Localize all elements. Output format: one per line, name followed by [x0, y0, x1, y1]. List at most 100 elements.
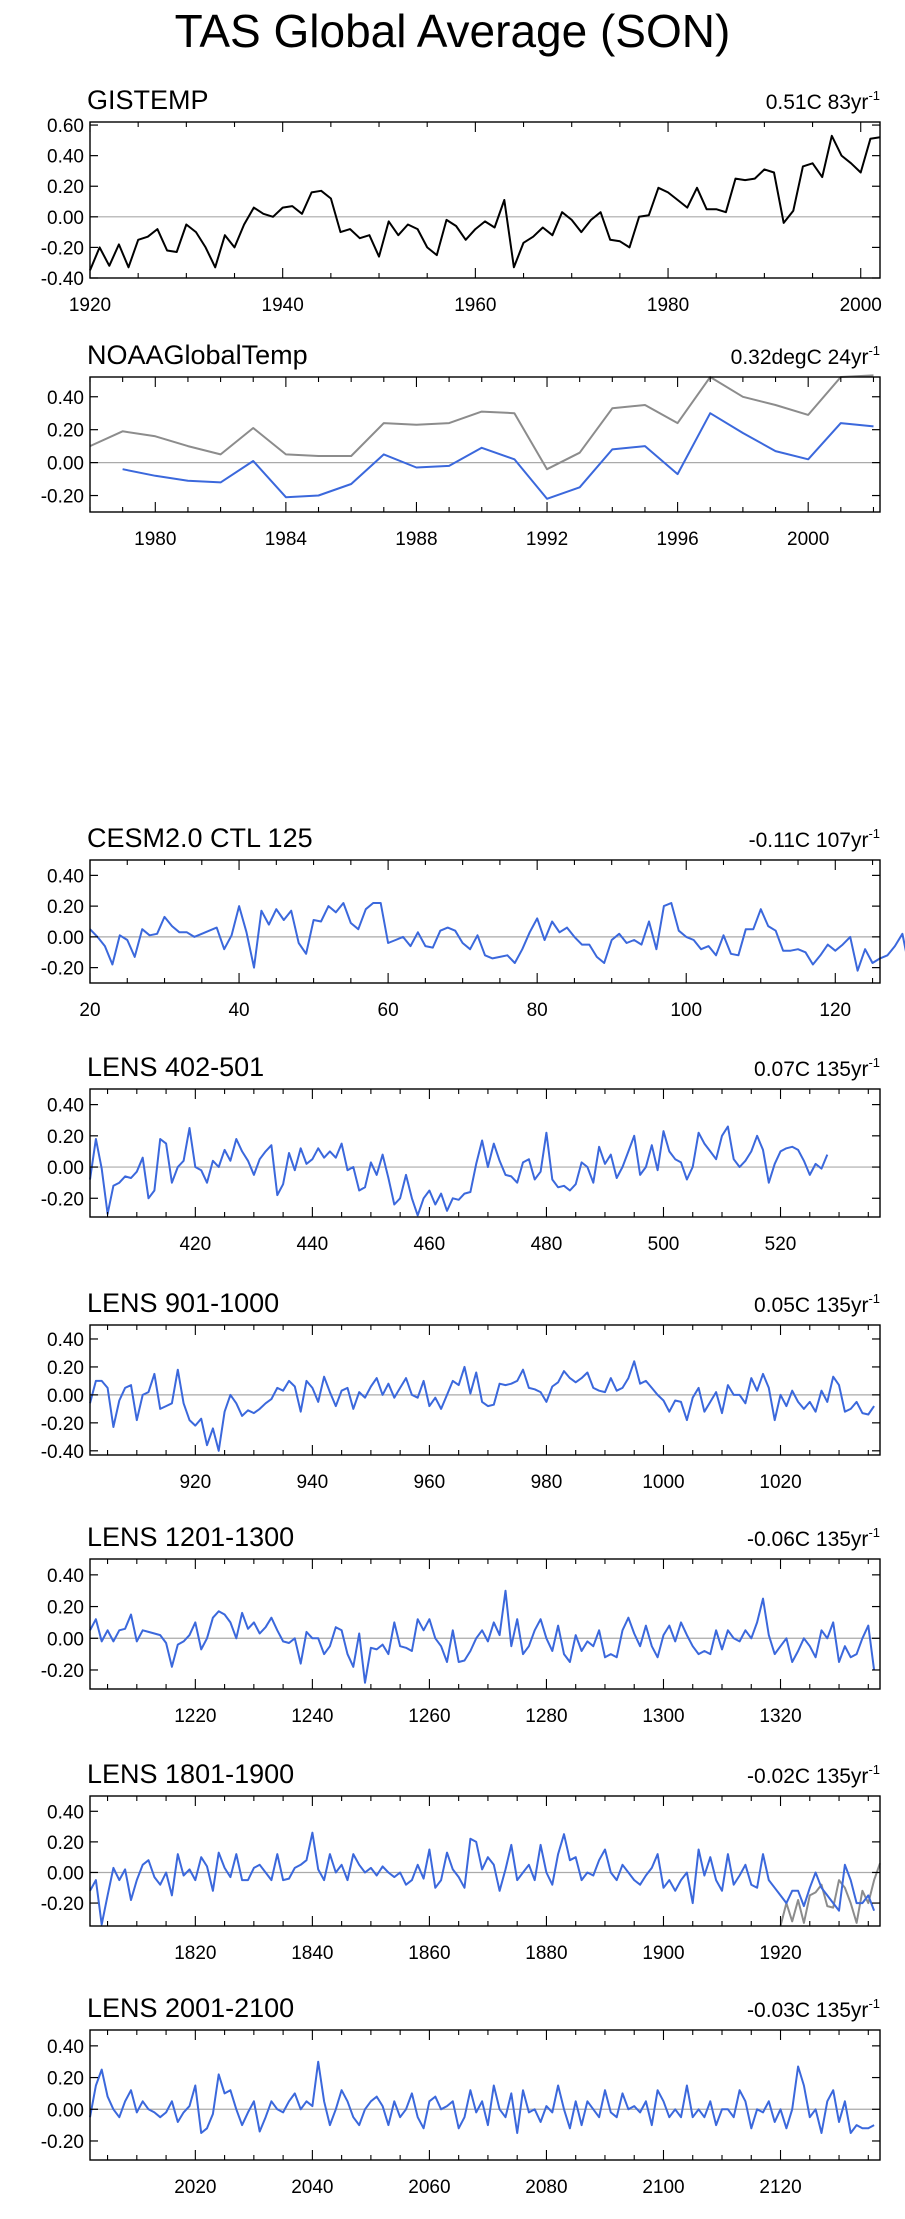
x-tick-label: 2100	[642, 2177, 684, 2198]
trend-value: 0.05C 135yr	[754, 1294, 868, 1317]
panel-title: LENS 1201-1300	[87, 1522, 294, 1552]
trend-value: -0.06C 135yr	[747, 1528, 868, 1551]
trend-exponent: -1	[868, 343, 880, 358]
x-tick-label: 120	[819, 1000, 851, 1021]
series-line-blue	[89, 1125, 829, 1217]
y-tick-label: -0.20	[41, 238, 84, 259]
y-tick-label: 0.00	[47, 1158, 84, 1179]
series-line-blue	[122, 412, 874, 500]
y-tick-label: 0.20	[47, 1833, 84, 1854]
x-tick-label: 2040	[291, 2177, 333, 2198]
x-tick-label: 1240	[291, 1706, 333, 1727]
y-tick-label: -0.20	[41, 1894, 84, 1915]
panel-title: LENS 2001-2100	[87, 1993, 294, 2023]
trend-exponent: -1	[868, 88, 880, 103]
plot-frame	[89, 1324, 881, 1456]
y-tick-label: -0.40	[41, 1442, 84, 1463]
chart-panel-2: NOAAGlobalTemp 0.32degC 24yr-1 -0.20 0.00 0.…	[41, 340, 881, 550]
y-tick-label: 0.40	[47, 1330, 84, 1351]
y-tick-label: 0.40	[47, 1802, 84, 1823]
y-tick-label: 0.00	[47, 1863, 84, 1884]
x-tick-label: 1980	[647, 295, 689, 316]
trend-value: 0.51C 83yr	[766, 91, 869, 114]
x-tick-label: 80	[527, 1000, 548, 1021]
x-tick-label: 1996	[656, 529, 698, 550]
x-tick-label: 2020	[174, 2177, 216, 2198]
trend-value: 0.32degC 24yr	[731, 346, 869, 369]
trend-exponent: -1	[868, 1996, 880, 2011]
chart-panel-4: LENS 402-501 0.07C 135yr-1 -0.20 0.00 0.20 0.…	[41, 1052, 881, 1255]
plot-frame	[89, 2029, 881, 2161]
panel-title: LENS 1801-1900	[87, 1759, 294, 1789]
series-line-blue	[89, 1831, 876, 1926]
y-tick-label: -0.20	[41, 959, 84, 980]
y-tick-label: 0.20	[47, 421, 84, 442]
x-tick-label: 1260	[408, 1706, 450, 1727]
trend-label: 0.51C 83yr-1	[766, 88, 880, 114]
x-tick-label: 1320	[759, 1706, 801, 1727]
trend-value: -0.02C 135yr	[747, 1765, 868, 1788]
figure-title: TAS Global Average (SON)	[174, 5, 731, 57]
x-tick-label: 100	[670, 1000, 702, 1021]
x-tick-label: 940	[297, 1472, 329, 1493]
trend-value: 0.07C 135yr	[754, 1058, 868, 1081]
series-line-blue	[89, 902, 905, 972]
series-line-gistemp	[89, 134, 881, 271]
x-tick-label: 1000	[642, 1472, 684, 1493]
trend-exponent: -1	[868, 1055, 880, 1070]
plot-frame	[89, 376, 881, 513]
y-tick-label: -0.20	[41, 1414, 84, 1435]
trend-exponent: -1	[868, 1762, 880, 1777]
y-tick-label: 0.40	[47, 388, 84, 409]
y-tick-label: -0.20	[41, 1661, 84, 1682]
series-line-blue	[89, 1589, 876, 1684]
x-tick-label: 1880	[525, 1943, 567, 1964]
plot-frame	[89, 1558, 881, 1690]
y-tick-label: 0.00	[47, 2100, 84, 2121]
y-tick-label: 0.40	[47, 866, 84, 887]
y-tick-label: 0.60	[47, 116, 84, 137]
x-tick-label: 60	[378, 1000, 399, 1021]
x-tick-label: 1280	[525, 1706, 567, 1727]
trend-value: -0.11C 107yr	[749, 829, 869, 852]
plot-frame	[89, 121, 881, 279]
y-tick-label: 0.20	[47, 177, 84, 198]
x-tick-label: 2000	[840, 295, 882, 316]
x-tick-label: 1992	[526, 529, 568, 550]
y-tick-label: 0.40	[47, 1096, 84, 1117]
trend-label: -0.02C 135yr-1	[747, 1762, 880, 1788]
y-tick-label: -0.40	[41, 269, 84, 290]
panel-title: LENS 901-1000	[87, 1288, 279, 1318]
x-tick-label: 1980	[134, 529, 176, 550]
x-tick-label: 1220	[174, 1706, 216, 1727]
x-tick-label: 1300	[642, 1706, 684, 1727]
y-tick-label: 0.00	[47, 1386, 84, 1407]
series-line-gray	[89, 374, 874, 471]
chart-panel-7: LENS 1801-1900 -0.02C 135yr-1 -0.20 0.00 0.2…	[41, 1759, 881, 1964]
x-tick-label: 980	[531, 1472, 563, 1493]
trend-exponent: -1	[868, 826, 880, 841]
x-tick-label: 520	[765, 1234, 797, 1255]
x-tick-label: 40	[228, 1000, 249, 1021]
x-tick-label: 960	[414, 1472, 446, 1493]
y-tick-label: 0.00	[47, 208, 84, 229]
y-tick-label: 0.20	[47, 1127, 84, 1148]
panel-title: CESM2.0 CTL 125	[87, 823, 313, 853]
x-tick-label: 1988	[395, 529, 437, 550]
chart-panel-8: LENS 2001-2100 -0.03C 135yr-1 -0.20 0.00 0.2…	[41, 1993, 881, 2198]
x-tick-label: 920	[179, 1472, 211, 1493]
y-tick-label: 0.20	[47, 1358, 84, 1379]
trend-value: -0.03C 135yr	[747, 1999, 868, 2022]
x-tick-label: 1960	[454, 295, 496, 316]
x-tick-label: 440	[297, 1234, 329, 1255]
x-tick-label: 2060	[408, 2177, 450, 2198]
trend-label: -0.06C 135yr-1	[747, 1525, 880, 1551]
trend-label: -0.11C 107yr-1	[749, 826, 880, 852]
x-tick-label: 420	[179, 1234, 211, 1255]
y-tick-label: 0.20	[47, 2069, 84, 2090]
plot-frame	[89, 1795, 881, 1927]
plot-frame	[89, 859, 881, 984]
y-tick-label: -0.20	[41, 1189, 84, 1210]
